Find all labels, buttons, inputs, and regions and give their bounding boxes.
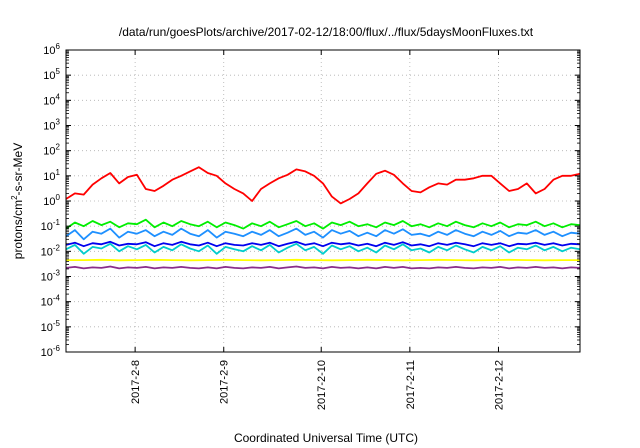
y-tick-label: 10-1: [41, 218, 61, 233]
grid: [66, 50, 580, 352]
y-tick-label: 10-3: [41, 269, 61, 284]
y-tick-label: 100: [43, 193, 60, 208]
y-axis-label: protons/cm2-s-sr-MeV: [10, 143, 25, 259]
series-line-4: [65, 242, 581, 255]
series-line-5: [65, 240, 581, 248]
x-axis: 2017-2-8 2017-2-9 2017-2-10 2017-2-11 2017-2…: [130, 50, 505, 410]
y-tick-label: 10-2: [41, 243, 61, 258]
series-line-1: [65, 166, 581, 205]
series-layer: [65, 166, 581, 270]
chart-title: /data/run/goesPlots/archive/2017-02-12/1…: [119, 25, 534, 39]
x-tick-label: 2017-2-12: [493, 360, 505, 410]
x-tick-label: 2017-2-11: [405, 360, 417, 409]
y-tick-label: 104: [43, 92, 60, 107]
series-line-3: [65, 227, 581, 241]
y-tick-label: 10-6: [41, 344, 61, 359]
series-line-7: [65, 265, 581, 270]
y-tick-label: 103: [43, 118, 60, 133]
x-tick-label: 2017-2-8: [130, 360, 142, 404]
series-line-6: [66, 258, 580, 262]
x-axis-label: Coordinated Universal Time (UTC): [234, 431, 418, 445]
x-tick-label: 2017-2-10: [316, 360, 328, 410]
y-tick-label: 101: [43, 168, 60, 183]
y-tick-label: 10-4: [41, 294, 61, 309]
y-tick-label: 106: [43, 42, 60, 57]
series-line-2: [65, 218, 581, 230]
y-axis: 10-6 10-5 10-4 10-3 10-2 10-1 100 101 102 103 104 1…: [41, 42, 580, 359]
x-tick-label: 2017-2-9: [219, 360, 231, 404]
y-tick-label: 105: [43, 67, 60, 82]
y-tick-label: 10-5: [41, 319, 61, 334]
y-tick-label: 102: [43, 143, 60, 158]
